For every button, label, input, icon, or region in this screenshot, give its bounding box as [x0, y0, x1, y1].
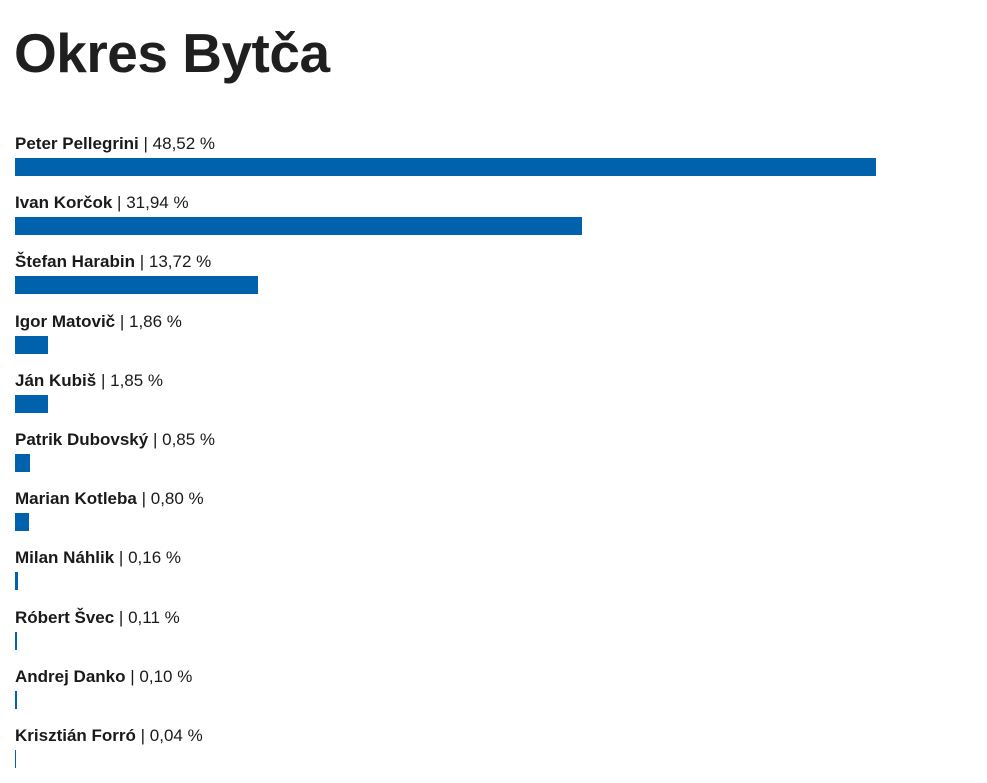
page-title: Okres Bytča	[14, 22, 330, 84]
data-label: 0,16 %	[128, 548, 181, 568]
bar	[15, 572, 18, 591]
bar-label: Štefan Harabin | 13,72 %	[15, 250, 211, 274]
candidate-name: Peter Pellegrini	[15, 134, 139, 153]
bar	[15, 453, 31, 472]
label-separator: |	[115, 311, 129, 331]
chart-row: Andrej Danko | 0,10 %	[15, 665, 955, 724]
candidate-name: Ivan Korčok	[15, 193, 113, 213]
data-label: 31,94 %	[126, 193, 189, 213]
label-separator: |	[114, 607, 129, 627]
candidate-name: Ján Kubiš	[15, 370, 97, 390]
bar	[15, 690, 17, 709]
bar	[15, 335, 48, 354]
candidate-name: Igor Matovič	[15, 311, 116, 331]
label-separator: |	[125, 666, 140, 686]
bar-label: Krisztián Forró | 0,04 %	[15, 724, 203, 748]
bar-chart: Peter Pellegrini | 48,52 % Ivan Korčok | …	[15, 132, 955, 783]
chart-row: Róbert Švec | 0,11 %	[15, 606, 955, 665]
label-separator: |	[148, 429, 163, 449]
label-separator: |	[135, 725, 150, 745]
label-separator: |	[134, 252, 149, 272]
data-label: 1,85 %	[110, 370, 164, 390]
bar	[15, 749, 16, 768]
bar	[15, 217, 582, 236]
data-label: 13,72 %	[148, 252, 212, 272]
data-label: 0,10 %	[139, 666, 193, 686]
bar	[15, 631, 17, 650]
label-separator: |	[114, 548, 129, 568]
bar-label: Peter Pellegrini | 48,52 %	[15, 132, 215, 156]
bar-label: Marian Kotleba | 0,80 %	[15, 487, 204, 511]
bar-label: Ján Kubiš | 1,85 %	[15, 369, 163, 393]
data-label: 0,11 %	[128, 607, 180, 627]
bar	[15, 158, 876, 176]
chart-row: Ján Kubiš | 1,85 %	[15, 369, 955, 428]
label-separator: |	[138, 134, 153, 153]
bar-label: Ivan Korčok | 31,94 %	[15, 191, 189, 215]
candidate-name: Andrej Danko	[15, 666, 126, 686]
data-label: 1,86 %	[129, 311, 182, 331]
candidate-name: Patrik Dubovský	[15, 429, 149, 449]
candidate-name: Milan Náhlik	[15, 548, 115, 568]
data-label: 0,80 %	[150, 489, 204, 509]
chart-row: Ivan Korčok | 31,94 %	[15, 191, 955, 250]
candidate-name: Marian Kotleba	[15, 489, 137, 509]
chart-row: Marian Kotleba | 0,80 %	[15, 487, 955, 546]
bar-label: Milan Náhlik | 0,16 %	[15, 546, 181, 570]
chart-row: Milan Náhlik | 0,16 %	[15, 546, 955, 605]
data-label: 0,85 %	[162, 429, 216, 449]
bar	[15, 276, 259, 295]
bar-label: Andrej Danko | 0,10 %	[15, 665, 192, 689]
candidate-name: Štefan Harabin	[15, 252, 135, 272]
label-separator: |	[112, 193, 127, 213]
chart-row: Štefan Harabin | 13,72 %	[15, 250, 955, 309]
candidate-name: Krisztián Forró	[15, 725, 136, 745]
bar-label: Patrik Dubovský | 0,85 %	[15, 428, 215, 452]
chart-row: Peter Pellegrini | 48,52 %	[15, 132, 955, 191]
label-separator: |	[136, 489, 151, 509]
bar-label: Igor Matovič | 1,86 %	[15, 310, 182, 334]
bar-label: Róbert Švec | 0,11 %	[15, 606, 180, 630]
data-label: 48,52 %	[152, 134, 216, 153]
label-separator: |	[96, 370, 111, 390]
data-label: 0,04 %	[149, 725, 203, 745]
bar	[15, 513, 30, 532]
chart-row: Krisztián Forró | 0,04 %	[15, 724, 955, 783]
bar	[15, 394, 48, 413]
chart-row: Igor Matovič | 1,86 %	[15, 310, 955, 369]
candidate-name: Róbert Švec	[15, 607, 115, 627]
chart-row: Patrik Dubovský | 0,85 %	[15, 428, 955, 487]
